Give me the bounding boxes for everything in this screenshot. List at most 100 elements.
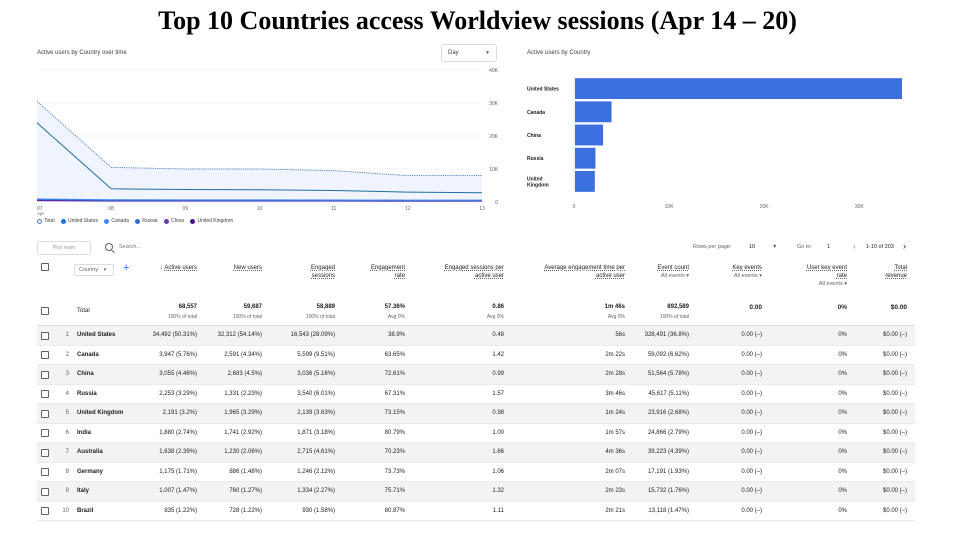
legend-item[interactable]: United Kingdom xyxy=(190,218,233,224)
row-country[interactable]: United States xyxy=(77,332,116,338)
legend-item[interactable]: Total xyxy=(37,218,55,224)
legend-item[interactable]: Russia xyxy=(135,218,158,224)
row-checkbox[interactable] xyxy=(41,507,49,515)
row-country[interactable]: United Kingdom xyxy=(77,410,124,416)
granularity-select[interactable]: Day ▼ xyxy=(441,44,497,62)
x-tick-month: Apr xyxy=(37,211,45,216)
cell-esp: 1.57 xyxy=(492,390,504,397)
cell-aet: 2m 22s xyxy=(605,351,625,358)
row-country[interactable]: Germany xyxy=(77,468,104,475)
row-checkbox[interactable] xyxy=(41,487,49,496)
cell-aet: 2m 28s xyxy=(605,371,625,377)
table-row[interactable]: 2 Canada 3,947 (5.76%) 2,591 (4.34%) 5,599 (… xyxy=(37,346,915,365)
event-filter-label[interactable]: All events xyxy=(818,281,843,287)
row-index: 4 xyxy=(65,390,69,397)
add-dimension-icon[interactable]: + xyxy=(123,262,130,274)
cell-revenue: $0.00 (–) xyxy=(882,507,907,514)
row-checkbox[interactable] xyxy=(41,331,49,340)
header-label: Average engagement time per xyxy=(544,265,625,271)
row-country[interactable]: Brazil xyxy=(77,507,94,514)
table-row[interactable]: 4 Russia 2,253 (3.29%) 1,331 (2.23%) 3,540 (… xyxy=(37,385,915,404)
country-dimension-select[interactable]: Country ▼ xyxy=(74,264,114,276)
cell-uker: 0% xyxy=(838,507,847,514)
series-line-total xyxy=(36,101,482,177)
header-total-revenue[interactable]: Total revenue xyxy=(857,264,907,280)
cell-esp: 1.32 xyxy=(492,488,504,494)
row-country[interactable]: Australia xyxy=(77,449,103,455)
cell-engagement-rate: 73.15% xyxy=(384,410,405,416)
cell-key-events: 0.00 (–) xyxy=(741,371,762,377)
chevron-left-icon[interactable]: ‹ xyxy=(853,241,856,251)
select-all-checkbox[interactable] xyxy=(41,263,49,271)
row-country[interactable]: Italy xyxy=(77,488,90,494)
header-key-events[interactable]: Key events All events ▾ xyxy=(702,264,762,280)
row-country[interactable]: Russia xyxy=(77,390,97,397)
chevron-down-icon[interactable]: ▼ xyxy=(772,244,778,250)
table-row[interactable]: 6 India 1,880 (2.74%) 1,741 (2.92%) 1,871 (3… xyxy=(37,424,915,443)
row-country[interactable]: Canada xyxy=(77,351,99,358)
row-checkbox[interactable] xyxy=(41,468,49,476)
header-engagement-rate[interactable]: Engagement rate xyxy=(345,264,405,280)
table-row[interactable]: 10 Brazil 835 (1.22%) 728 (1.22%) 930 (1.58%… xyxy=(37,502,915,521)
header-user-key-event-rate[interactable]: User key event rate All events ▾ xyxy=(777,264,847,288)
table-row[interactable]: 9 Italy 1,007 (1.47%) 760 (1.27%) 1,334 (2.2… xyxy=(37,482,915,502)
cell-key-events: 0.00 (–) xyxy=(741,449,762,455)
legend-item[interactable]: Canada xyxy=(104,218,129,224)
cell-key-events: 0.00 (–) xyxy=(741,488,762,494)
cell-esp: 1.42 xyxy=(492,351,504,358)
total-active-users-sub: 100% of total xyxy=(167,314,197,320)
legend-item[interactable]: United States xyxy=(60,218,98,224)
cell-engagement-rate: 73.73% xyxy=(384,468,405,475)
header-active-users[interactable]: ↓ Active users xyxy=(127,264,197,272)
header-new-users[interactable]: New users xyxy=(202,264,262,272)
cell-event-count: 23,916 (2.68%) xyxy=(647,410,689,416)
row-country[interactable]: India xyxy=(77,429,92,436)
row-checkbox[interactable] xyxy=(41,448,49,457)
bar-russia xyxy=(575,147,596,169)
x-tick-label: 07 xyxy=(37,206,43,212)
cell-engaged-sessions: 2,715 (4.61%) xyxy=(297,449,335,455)
totals-checkbox[interactable] xyxy=(41,307,49,315)
row-checkbox[interactable] xyxy=(41,351,49,359)
search-input[interactable] xyxy=(119,244,239,250)
row-checkbox[interactable] xyxy=(41,409,49,418)
event-filter-label[interactable]: All events xyxy=(660,273,685,279)
cell-uker: 0% xyxy=(838,410,847,416)
row-index: 5 xyxy=(65,410,69,416)
cell-aet: 3m 46s xyxy=(605,390,625,397)
cell-engaged-sessions: 1,246 (2.12%) xyxy=(297,468,335,475)
table-row[interactable]: 7 Australia 1,638 (2.39%) 1,230 (2.06%) 2,71… xyxy=(37,443,915,463)
row-index: 9 xyxy=(65,488,69,494)
header-label: New users xyxy=(233,265,262,271)
cell-key-events: 0.00 (–) xyxy=(741,507,762,514)
row-checkbox[interactable] xyxy=(41,370,49,379)
row-checkbox[interactable] xyxy=(41,390,49,398)
plot-rows-button[interactable]: Plot rows xyxy=(37,241,91,255)
row-country[interactable]: China xyxy=(77,371,94,377)
header-engaged-sessions-per-user[interactable]: Engaged sessions per active user xyxy=(414,264,504,280)
chevron-down-icon: ▾ xyxy=(759,273,762,279)
series-area-total xyxy=(37,101,482,202)
series-line-canada xyxy=(36,198,483,201)
legend-item[interactable]: China xyxy=(163,218,184,224)
cell-esp: 1.11 xyxy=(492,507,504,514)
header-avg-engagement-time[interactable]: Average engagement time per active user xyxy=(515,264,625,280)
event-filter-label[interactable]: All events xyxy=(733,273,758,279)
table-row[interactable]: 3 China 3,055 (4.46%) 2,683 (4.5%) 3,036 (5.… xyxy=(37,365,915,385)
cell-esp: 1.00 xyxy=(492,429,504,436)
rows-per-page-select[interactable]: 10 xyxy=(749,244,756,250)
row-checkbox[interactable] xyxy=(41,429,49,437)
table-row[interactable]: 1 United States 34,492 (50.31%) 32,312 (54.… xyxy=(37,326,915,346)
table-row[interactable]: 5 United Kingdom 2,191 (3.2%) 1,965 (3.29%)… xyxy=(37,404,915,424)
header-event-count[interactable]: Event count All events ▾ xyxy=(629,264,689,280)
cell-esp: 0.48 xyxy=(492,332,504,338)
cell-revenue: $0.00 (–) xyxy=(882,351,907,358)
header-engaged-sessions[interactable]: Engaged sessions xyxy=(275,264,335,280)
total-revenue: $0.00 xyxy=(890,304,907,311)
cell-event-count: 17,191 (1.93%) xyxy=(647,468,689,475)
table-row[interactable]: 8 Germany 1,175 (1.71%) 886 (1.48%) 1,246 (2… xyxy=(37,463,915,482)
bar-united-kingdom xyxy=(575,170,595,192)
goto-input[interactable]: 1 xyxy=(827,244,831,250)
chevron-right-icon[interactable]: › xyxy=(903,241,906,251)
cell-event-count: 51,564 (5.78%) xyxy=(647,371,689,377)
